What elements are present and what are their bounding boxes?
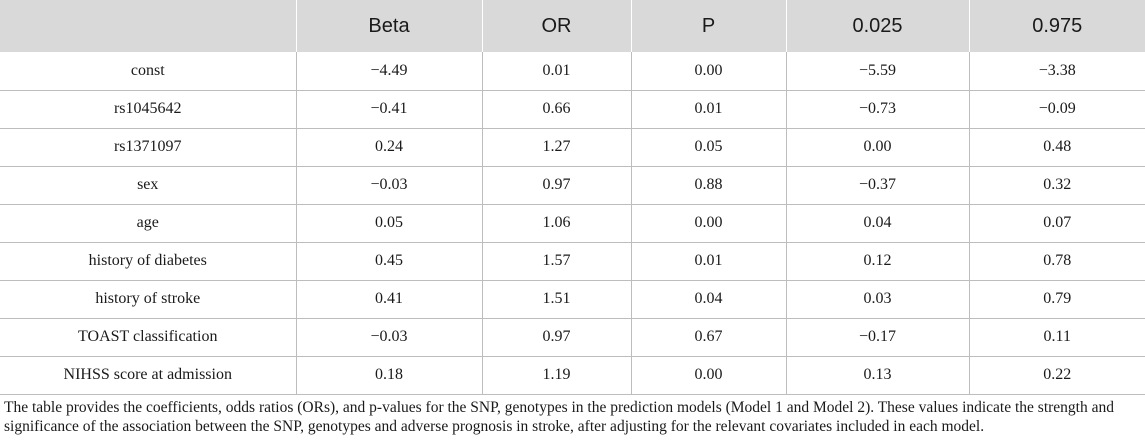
cell-p: 0.04 xyxy=(630,280,786,318)
cell-variable: sex xyxy=(137,176,159,193)
cell-beta: −4.49 xyxy=(295,52,482,90)
table-row: NIHSS score at admission 0.18 1.19 0.00 … xyxy=(0,356,1145,394)
cell-ci-upper: −3.38 xyxy=(968,52,1145,90)
cell-beta: 0.05 xyxy=(295,204,482,242)
cell-ci-upper: 0.32 xyxy=(968,166,1145,204)
cell-ci-upper: 0.48 xyxy=(968,128,1145,166)
cell-p: 0.88 xyxy=(630,166,786,204)
table-row: rs1045642 −0.41 0.66 0.01 −0.73 −0.09 xyxy=(0,90,1145,128)
cell-ci-upper: 0.07 xyxy=(968,204,1145,242)
cell-ci-upper: 0.11 xyxy=(968,318,1145,356)
cell-or: 1.51 xyxy=(481,280,631,318)
cell-variable: rs1371097 xyxy=(113,138,182,155)
cell-p: 0.00 xyxy=(630,52,786,90)
table-row: TOAST classification −0.03 0.97 0.67 −0.… xyxy=(0,318,1145,356)
header-cell-variable xyxy=(0,0,296,52)
cell-beta: 0.18 xyxy=(295,356,482,394)
cell-p: 0.00 xyxy=(630,204,786,242)
cell-beta: 0.24 xyxy=(295,128,482,166)
table-row: history of diabetes 0.45 1.57 0.01 0.12 … xyxy=(0,242,1145,280)
cell-ci-lower: 0.13 xyxy=(785,356,969,394)
cell-ci-lower: −5.59 xyxy=(785,52,969,90)
header-cell-beta: Beta xyxy=(295,0,482,52)
cell-beta: 0.41 xyxy=(295,280,482,318)
cell-p: 0.01 xyxy=(630,90,786,128)
cell-variable: const xyxy=(130,61,165,79)
header-cell-p: P xyxy=(630,0,786,52)
table-row: sex −0.03 0.97 0.88 −0.37 0.32 xyxy=(0,166,1145,204)
cell-or: 1.57 xyxy=(481,242,631,280)
cell-p: 0.01 xyxy=(630,242,786,280)
table-row: const −4.49 0.01 0.00 −5.59 −3.38 xyxy=(0,52,1145,90)
header-cell-ci-lower: 0.025 xyxy=(785,0,969,52)
cell-ci-lower: −0.37 xyxy=(785,166,969,204)
cell-ci-upper: −0.09 xyxy=(968,90,1145,128)
cell-or: 1.19 xyxy=(481,356,631,394)
table-row: history of stroke 0.41 1.51 0.04 0.03 0.… xyxy=(0,280,1145,318)
cell-variable: TOAST classification xyxy=(78,328,218,345)
cell-variable: rs1045642 xyxy=(113,100,182,117)
cell-beta: −0.41 xyxy=(295,90,482,128)
cell-or: 0.97 xyxy=(481,318,631,356)
table-body: const −4.49 0.01 0.00 −5.59 −3.38 rs1045… xyxy=(0,52,1145,394)
cell-beta: 0.45 xyxy=(295,242,482,280)
cell-ci-lower: 0.00 xyxy=(785,128,969,166)
cell-ci-lower: 0.03 xyxy=(785,280,969,318)
header-cell-ci-upper: 0.975 xyxy=(968,0,1145,52)
cell-ci-lower: 0.12 xyxy=(785,242,969,280)
cell-or: 1.27 xyxy=(481,128,631,166)
header-row: Beta OR P 0.025 0.975 xyxy=(0,0,1145,52)
cell-or: 0.66 xyxy=(481,90,631,128)
table-row: rs1371097 0.24 1.27 0.05 0.00 0.48 xyxy=(0,128,1145,166)
cell-variable: history of stroke xyxy=(95,290,201,307)
header-cell-or: OR xyxy=(481,0,631,52)
cell-or: 0.01 xyxy=(481,52,631,90)
cell-variable: NIHSS score at admission xyxy=(63,366,232,383)
cell-variable: age xyxy=(136,214,159,231)
regression-table: Beta OR P 0.025 0.975 const −4.49 0.01 0… xyxy=(0,0,1145,394)
cell-ci-lower: −0.73 xyxy=(785,90,969,128)
cell-beta: −0.03 xyxy=(295,166,482,204)
cell-ci-upper: 0.78 xyxy=(968,242,1145,280)
cell-or: 0.97 xyxy=(481,166,631,204)
cell-beta: −0.03 xyxy=(295,318,482,356)
table-row: age 0.05 1.06 0.00 0.04 0.07 xyxy=(0,204,1145,242)
cell-variable: history of diabetes xyxy=(88,252,207,269)
table-header: Beta OR P 0.025 0.975 xyxy=(0,0,1145,52)
cell-ci-lower: 0.04 xyxy=(785,204,969,242)
cell-p: 0.05 xyxy=(630,128,786,166)
table-caption: The table provides the coefficients, odd… xyxy=(4,398,1114,436)
cell-p: 0.67 xyxy=(630,318,786,356)
cell-p: 0.00 xyxy=(630,356,786,394)
cell-or: 1.06 xyxy=(481,204,631,242)
cell-ci-lower: −0.17 xyxy=(785,318,969,356)
cell-ci-upper: 0.79 xyxy=(968,280,1145,318)
cell-ci-upper: 0.22 xyxy=(968,356,1145,394)
